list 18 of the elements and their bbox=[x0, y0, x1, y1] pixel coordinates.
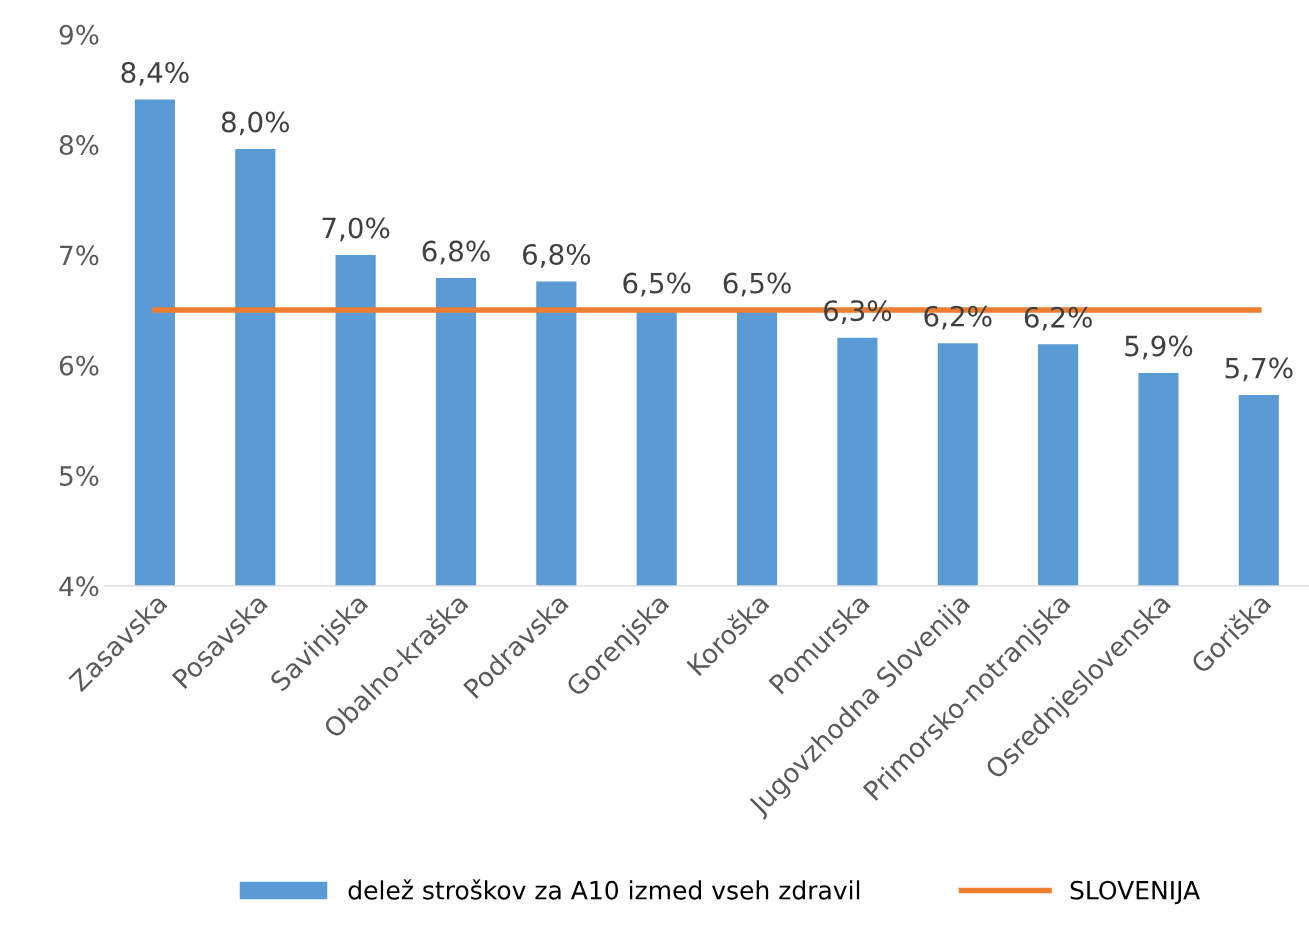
data-label: 6,8% bbox=[422, 240, 490, 265]
data-label: 7,0% bbox=[322, 217, 390, 242]
data-label: 5,9% bbox=[1125, 335, 1193, 360]
y-tick-label: 6% bbox=[59, 355, 99, 376]
y-tick-label: 4% bbox=[59, 576, 99, 597]
data-label: 6,5% bbox=[723, 272, 791, 297]
y-tick-label: 7% bbox=[60, 245, 99, 266]
legend-label: delež stroškov za A10 izmed vseh zdravil bbox=[348, 879, 860, 900]
data-label: 6,2% bbox=[1024, 306, 1092, 331]
y-tick-label: 5% bbox=[60, 465, 99, 486]
data-label: 6,5% bbox=[623, 272, 691, 297]
data-label: 8,0% bbox=[221, 111, 290, 136]
y-tick-label: 8% bbox=[59, 135, 99, 156]
data-label: 6,8% bbox=[522, 243, 591, 268]
y-tick-label: 9% bbox=[59, 24, 99, 45]
legend-label: SLOVENIJA bbox=[1070, 880, 1200, 905]
data-label: 5,7% bbox=[1225, 357, 1293, 382]
data-label: 8,4% bbox=[121, 61, 189, 86]
